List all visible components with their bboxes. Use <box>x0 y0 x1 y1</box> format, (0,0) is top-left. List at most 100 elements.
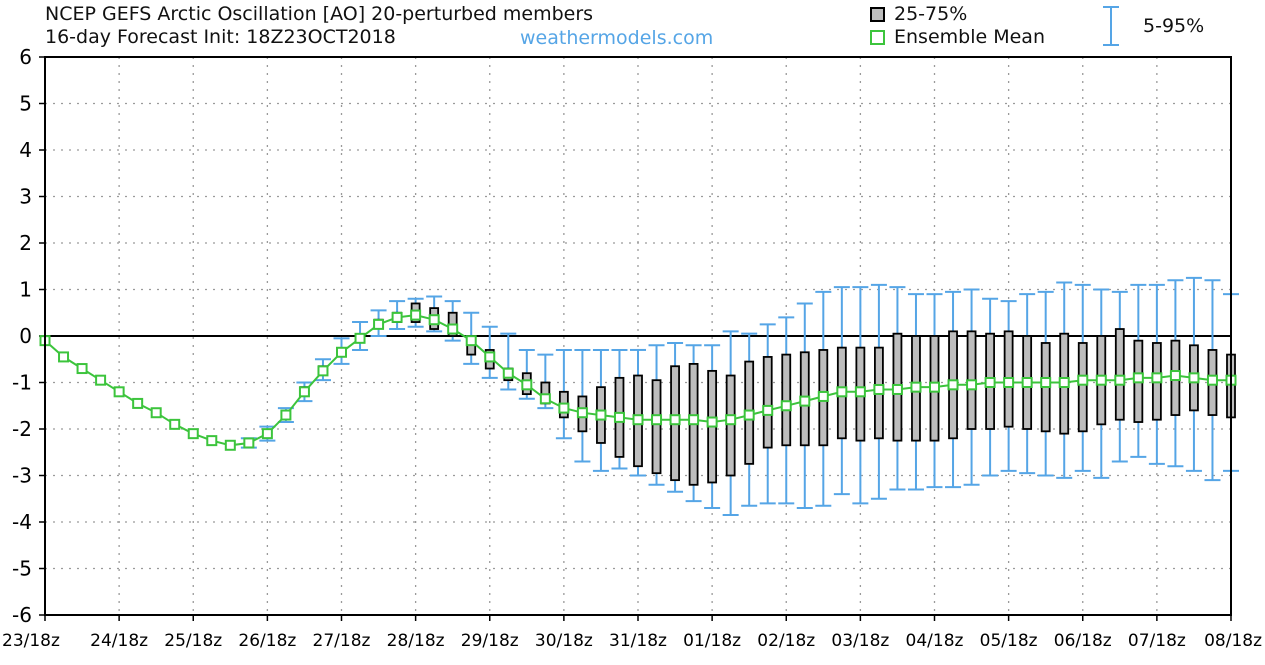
mean-marker <box>391 311 403 323</box>
mean-marker <box>558 402 570 414</box>
mean-marker <box>428 314 440 326</box>
x-tick-label: 02/18z <box>757 631 815 651</box>
x-tick-label: 27/18z <box>313 631 371 651</box>
y-tick-label: 3 <box>19 185 32 209</box>
mean-marker <box>76 363 88 375</box>
mean-marker <box>743 409 755 421</box>
mean-marker <box>891 383 903 395</box>
mean-marker <box>725 414 737 426</box>
y-tick-label: 5 <box>19 92 32 116</box>
legend-item-mean: Ensemble Mean <box>870 26 1045 49</box>
x-tick-label: 24/18z <box>90 631 148 651</box>
mean-marker <box>854 386 866 398</box>
mean-marker <box>836 386 848 398</box>
mean-marker <box>669 414 681 426</box>
x-tick-label: 04/18z <box>906 631 964 651</box>
legend-whisker-label: 5-95% <box>1143 15 1205 37</box>
mean-marker <box>187 428 199 440</box>
x-tick-label: 07/18z <box>1128 631 1186 651</box>
x-axis-ticks: 23/18z 24/18z 25/18z 26/18z 27/18z 28/18z 29/1… <box>2 615 1262 651</box>
mean-marker <box>613 411 625 423</box>
chart-title: NCEP GEFS Arctic Oscillation [AO] 20-per… <box>45 3 594 25</box>
mean-marker <box>113 386 125 398</box>
mean-marker <box>224 439 236 451</box>
mean-marker <box>298 386 310 398</box>
y-tick-label: -2 <box>12 417 32 441</box>
iqr-box <box>781 353 792 447</box>
legend-mean-label: Ensemble Mean <box>894 26 1045 48</box>
y-tick-label: 6 <box>19 45 32 69</box>
y-tick-label: -1 <box>12 371 32 395</box>
mean-marker <box>762 404 774 416</box>
mean-marker <box>95 374 107 386</box>
whiskers-5-95 <box>240 276 1239 517</box>
mean-marker <box>1206 374 1218 386</box>
mean-marker <box>1114 374 1126 386</box>
legend: 25-75% Ensemble Mean <box>870 3 1045 49</box>
mean-marker <box>169 418 181 430</box>
mean-marker <box>1132 372 1144 384</box>
x-tick-label: 08/18z <box>1204 631 1262 651</box>
mean-marker <box>132 397 144 409</box>
mean-marker <box>1040 377 1052 388</box>
x-tick-label: 03/18z <box>831 631 889 651</box>
chart-subtitle: 16-day Forecast Init: 18Z23OCT2018 <box>45 26 396 48</box>
mean-marker <box>929 381 940 393</box>
iqr-box <box>725 374 736 477</box>
y-tick-label: -4 <box>12 510 32 534</box>
x-tick-label: 29/18z <box>461 631 519 651</box>
mean-marker <box>336 346 347 358</box>
mean-marker <box>58 351 70 363</box>
mean-marker <box>651 414 663 426</box>
mean-marker <box>521 379 533 391</box>
mean-marker <box>1021 377 1033 388</box>
y-tick-label: 1 <box>19 278 32 302</box>
y-tick-label: 2 <box>19 231 32 255</box>
legend-whisker-swatch <box>1103 6 1119 46</box>
legend-mean-swatch <box>870 30 885 45</box>
mean-marker <box>947 379 959 391</box>
mean-marker <box>447 323 459 335</box>
y-tick-label: -3 <box>12 464 32 488</box>
iqr-box <box>1077 342 1088 433</box>
x-tick-label: 26/18z <box>238 631 296 651</box>
y-tick-label: 0 <box>19 324 32 348</box>
iqr-box <box>762 356 773 449</box>
x-tick-label: 30/18z <box>535 631 593 651</box>
y-tick-label: -6 <box>12 603 32 627</box>
mean-marker <box>1095 374 1107 386</box>
mean-marker <box>484 351 496 363</box>
mean-marker <box>280 409 292 421</box>
iqr-box <box>651 379 662 475</box>
mean-marker <box>595 409 607 421</box>
y-tick-label: -5 <box>12 557 32 581</box>
legend-box-swatch <box>870 7 885 22</box>
source-credit: weathermodels.com <box>520 27 714 49</box>
x-tick-label: 23/18z <box>2 631 60 651</box>
mean-marker <box>243 437 255 449</box>
y-tick-label: 4 <box>19 138 32 162</box>
mean-marker <box>780 400 792 412</box>
mean-marker <box>873 383 885 395</box>
x-tick-label: 06/18z <box>1054 631 1112 651</box>
mean-marker <box>688 414 700 426</box>
mean-marker <box>632 414 644 426</box>
mean-marker <box>910 381 922 393</box>
mean-marker <box>354 332 366 344</box>
mean-marker <box>317 365 329 377</box>
iqr-box <box>1114 328 1125 421</box>
x-tick-label: 25/18z <box>164 631 222 651</box>
mean-marker <box>410 309 422 321</box>
x-tick-label: 05/18z <box>980 631 1038 651</box>
x-tick-label: 31/18z <box>609 631 667 651</box>
mean-marker <box>539 393 551 405</box>
chart-title-block: NCEP GEFS Arctic Oscillation [AO] 20-per… <box>45 3 593 49</box>
mean-marker <box>966 379 978 391</box>
plot-frame <box>44 56 1232 616</box>
legend-box-label: 25-75% <box>894 3 968 25</box>
mean-marker <box>1151 372 1163 384</box>
mean-marker <box>576 407 588 419</box>
mean-marker <box>799 395 811 407</box>
x-tick-label: 28/18z <box>387 631 445 651</box>
ensemble-mean-markers <box>39 309 1237 451</box>
